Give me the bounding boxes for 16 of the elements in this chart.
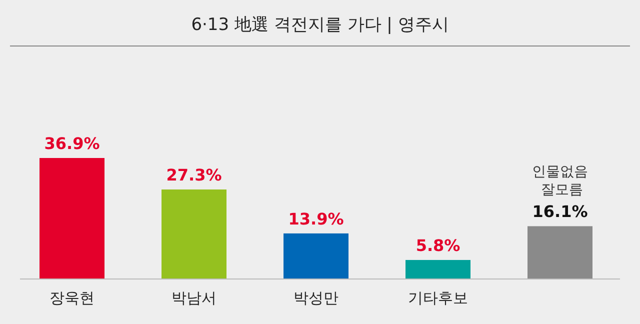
bar <box>528 226 592 279</box>
data-label: 36.9% <box>44 134 100 153</box>
data-label: 16.1% <box>532 202 588 222</box>
x-tick-label: 인물없음 잘모름 <box>532 164 588 198</box>
data-label: 27.3% <box>166 165 222 184</box>
data-label: 13.9% <box>288 209 344 228</box>
data-label: 5.8% <box>416 236 460 255</box>
chart-title: 6·13 地選 격전지를 가다 | 영주시 <box>191 15 449 35</box>
bar <box>162 189 226 279</box>
x-tick-label: 박남서 <box>172 289 216 307</box>
bar <box>406 260 470 279</box>
bar <box>40 158 104 279</box>
x-tick-label: 장욱현 <box>50 289 94 307</box>
x-tick-label: 박성만 <box>294 289 338 307</box>
x-tick-label: 기타후보 <box>408 289 468 307</box>
bar <box>284 233 348 279</box>
